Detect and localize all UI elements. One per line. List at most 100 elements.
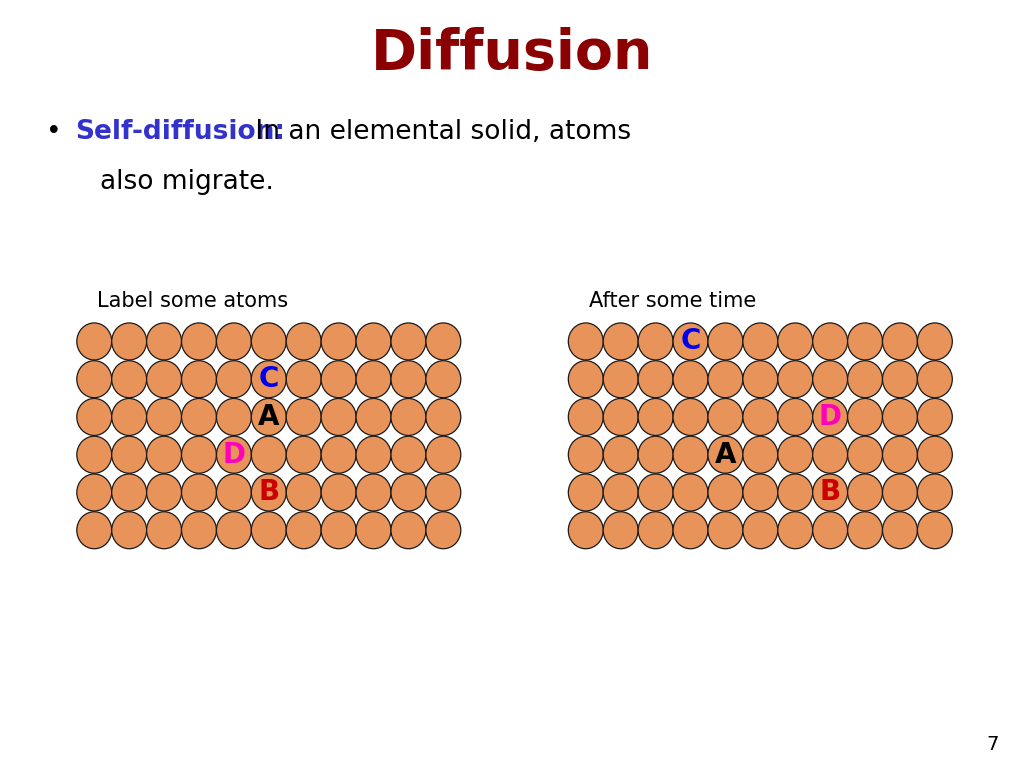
Ellipse shape: [356, 511, 391, 549]
Ellipse shape: [813, 323, 848, 360]
Ellipse shape: [708, 436, 742, 473]
Ellipse shape: [287, 361, 322, 398]
Ellipse shape: [848, 323, 883, 360]
Text: C: C: [259, 366, 279, 393]
Ellipse shape: [742, 323, 778, 360]
Ellipse shape: [146, 361, 181, 398]
Ellipse shape: [287, 436, 322, 473]
Ellipse shape: [918, 399, 952, 435]
Ellipse shape: [181, 511, 216, 549]
Ellipse shape: [813, 474, 848, 511]
Ellipse shape: [356, 361, 391, 398]
Text: •: •: [46, 119, 61, 145]
Ellipse shape: [918, 474, 952, 511]
Ellipse shape: [146, 323, 181, 360]
Ellipse shape: [883, 436, 918, 473]
Ellipse shape: [708, 323, 742, 360]
Ellipse shape: [778, 399, 813, 435]
Ellipse shape: [77, 399, 112, 435]
Ellipse shape: [638, 436, 673, 473]
Text: B: B: [258, 478, 280, 506]
Ellipse shape: [568, 511, 603, 549]
Ellipse shape: [673, 436, 708, 473]
Ellipse shape: [568, 399, 603, 435]
Text: D: D: [818, 403, 842, 431]
Ellipse shape: [356, 436, 391, 473]
Text: B: B: [819, 478, 841, 506]
Ellipse shape: [603, 399, 638, 435]
Ellipse shape: [391, 436, 426, 473]
Ellipse shape: [322, 511, 356, 549]
Ellipse shape: [112, 323, 146, 360]
Ellipse shape: [426, 436, 461, 473]
Ellipse shape: [426, 511, 461, 549]
Ellipse shape: [391, 323, 426, 360]
Ellipse shape: [426, 399, 461, 435]
Ellipse shape: [251, 323, 287, 360]
Text: D: D: [222, 441, 246, 468]
Ellipse shape: [568, 474, 603, 511]
Ellipse shape: [568, 323, 603, 360]
Text: C: C: [680, 327, 700, 356]
Text: After some time: After some time: [589, 291, 756, 311]
Ellipse shape: [112, 511, 146, 549]
Ellipse shape: [112, 399, 146, 435]
Ellipse shape: [742, 511, 778, 549]
Ellipse shape: [112, 361, 146, 398]
Ellipse shape: [322, 361, 356, 398]
Ellipse shape: [603, 511, 638, 549]
Ellipse shape: [426, 474, 461, 511]
Ellipse shape: [146, 436, 181, 473]
Ellipse shape: [568, 361, 603, 398]
Ellipse shape: [918, 436, 952, 473]
Ellipse shape: [322, 436, 356, 473]
Ellipse shape: [673, 323, 708, 360]
Ellipse shape: [322, 474, 356, 511]
Ellipse shape: [673, 361, 708, 398]
Ellipse shape: [603, 323, 638, 360]
Ellipse shape: [216, 323, 251, 360]
Ellipse shape: [638, 361, 673, 398]
Ellipse shape: [356, 323, 391, 360]
Ellipse shape: [603, 436, 638, 473]
Ellipse shape: [883, 511, 918, 549]
Ellipse shape: [112, 436, 146, 473]
Ellipse shape: [322, 323, 356, 360]
Ellipse shape: [813, 399, 848, 435]
Ellipse shape: [287, 474, 322, 511]
Ellipse shape: [673, 474, 708, 511]
Ellipse shape: [146, 399, 181, 435]
Ellipse shape: [181, 399, 216, 435]
Ellipse shape: [742, 399, 778, 435]
Ellipse shape: [77, 474, 112, 511]
Ellipse shape: [813, 511, 848, 549]
Ellipse shape: [251, 361, 287, 398]
Ellipse shape: [708, 399, 742, 435]
Ellipse shape: [112, 474, 146, 511]
Ellipse shape: [883, 399, 918, 435]
Ellipse shape: [216, 361, 251, 398]
Ellipse shape: [883, 474, 918, 511]
Ellipse shape: [848, 399, 883, 435]
Text: Diffusion: Diffusion: [371, 27, 653, 81]
Ellipse shape: [883, 323, 918, 360]
Ellipse shape: [603, 474, 638, 511]
Ellipse shape: [391, 399, 426, 435]
Ellipse shape: [778, 474, 813, 511]
Ellipse shape: [181, 361, 216, 398]
Ellipse shape: [778, 361, 813, 398]
Ellipse shape: [813, 361, 848, 398]
Ellipse shape: [356, 474, 391, 511]
Ellipse shape: [778, 323, 813, 360]
Ellipse shape: [216, 511, 251, 549]
Ellipse shape: [146, 511, 181, 549]
Text: Label some atoms: Label some atoms: [97, 291, 289, 311]
Ellipse shape: [848, 474, 883, 511]
Ellipse shape: [146, 474, 181, 511]
Ellipse shape: [708, 474, 742, 511]
Ellipse shape: [918, 511, 952, 549]
Ellipse shape: [638, 474, 673, 511]
Ellipse shape: [603, 361, 638, 398]
Ellipse shape: [848, 361, 883, 398]
Ellipse shape: [918, 361, 952, 398]
